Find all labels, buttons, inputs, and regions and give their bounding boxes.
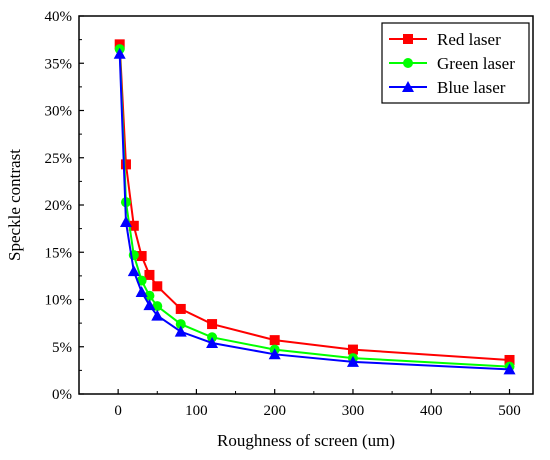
data-point bbox=[175, 319, 186, 330]
x-tick-label: 100 bbox=[185, 403, 208, 419]
x-tick-label: 200 bbox=[263, 403, 286, 419]
y-tick-label: 35% bbox=[45, 56, 73, 72]
series-layer bbox=[113, 39, 516, 375]
x-axis-label: Roughness of screen (um) bbox=[217, 431, 395, 450]
data-point bbox=[127, 265, 140, 277]
data-point bbox=[206, 336, 219, 348]
data-point bbox=[207, 319, 218, 330]
data-point bbox=[136, 251, 147, 262]
y-tick-label: 20% bbox=[45, 198, 73, 214]
legend-item: Green laser bbox=[389, 54, 515, 73]
legend-item: Blue laser bbox=[389, 78, 506, 97]
legend: Red laser Green laser Blue laser bbox=[381, 22, 530, 104]
y-axis-label: Speckle contrast bbox=[5, 149, 24, 261]
y-tick-label: 15% bbox=[45, 245, 73, 261]
data-point bbox=[151, 309, 164, 321]
legend-label: Blue laser bbox=[437, 78, 506, 97]
data-point bbox=[113, 47, 126, 59]
data-point bbox=[504, 354, 515, 365]
data-point bbox=[119, 216, 132, 228]
y-tick-label: 30% bbox=[45, 104, 73, 120]
data-point bbox=[346, 355, 359, 367]
data-point bbox=[269, 335, 280, 346]
y-tick-label: 10% bbox=[45, 293, 73, 309]
data-point bbox=[120, 159, 131, 170]
y-tick-label: 0% bbox=[52, 387, 72, 403]
plot-frame bbox=[78, 15, 534, 395]
x-tick-label: 300 bbox=[342, 403, 365, 419]
data-point bbox=[268, 348, 281, 360]
legend-label: Red laser bbox=[437, 30, 501, 49]
y-tick-label: 25% bbox=[45, 151, 73, 167]
y-tick-label: 40% bbox=[45, 9, 73, 25]
x-tick-label: 500 bbox=[498, 403, 521, 419]
legend-marker bbox=[402, 81, 414, 92]
series-blue-laser bbox=[113, 47, 516, 375]
legend-marker bbox=[403, 58, 413, 68]
data-point bbox=[175, 303, 186, 314]
data-point bbox=[135, 285, 148, 297]
data-point bbox=[174, 325, 187, 337]
legend-label: Green laser bbox=[437, 54, 515, 73]
data-point bbox=[503, 363, 516, 375]
data-point bbox=[347, 344, 358, 355]
x-tick-label: 0 bbox=[114, 403, 122, 419]
data-point bbox=[152, 301, 163, 312]
y-axis-ticks: 0% 5% 10% 15% 20% 25% 30% 35% 40% bbox=[45, 9, 84, 403]
y-tick-label: 5% bbox=[52, 340, 72, 356]
legend-marker bbox=[403, 34, 413, 44]
data-point bbox=[128, 220, 139, 231]
x-axis-ticks: 0 100 200 300 400 500 bbox=[78, 389, 521, 419]
x-tick-label: 400 bbox=[420, 403, 443, 419]
data-point bbox=[144, 269, 155, 280]
data-point bbox=[143, 299, 156, 311]
data-point bbox=[144, 290, 155, 301]
legend-item: Red laser bbox=[389, 30, 501, 49]
data-point bbox=[152, 281, 163, 292]
